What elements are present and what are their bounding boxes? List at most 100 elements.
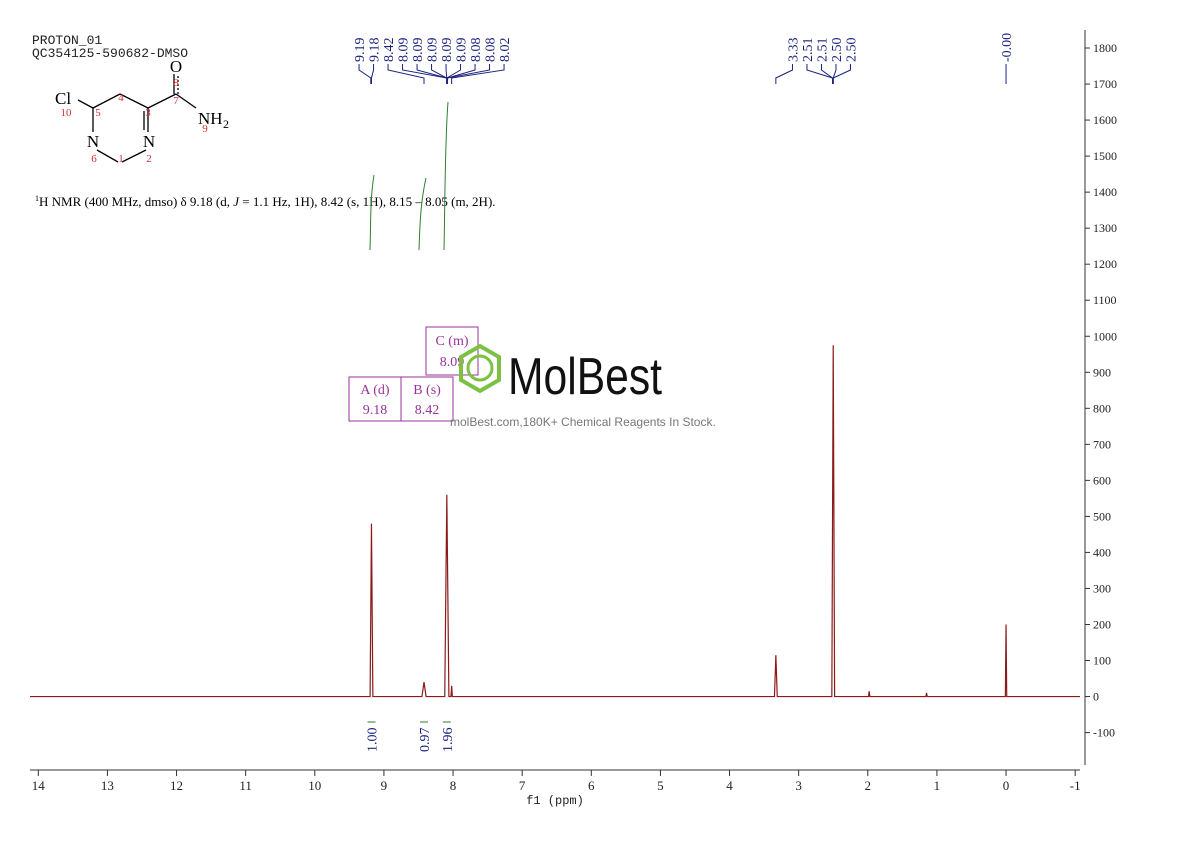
peak-label: 2.51	[801, 38, 816, 63]
x-tick-label: 14	[32, 778, 46, 793]
atom-number: 9	[202, 123, 208, 135]
atom-number: 8	[173, 77, 179, 89]
y-tick-label: 1600	[1093, 113, 1117, 127]
x-axis-label: f1 (ppm)	[526, 794, 584, 808]
integral-curve	[369, 174, 375, 251]
bond	[147, 93, 177, 109]
multiplet-name: B (s)	[413, 383, 441, 398]
multiplet-shift: 8.09	[440, 355, 465, 370]
bond	[77, 99, 94, 109]
y-tick-label: 500	[1093, 509, 1111, 523]
multiplet-name: C (m)	[435, 334, 468, 349]
bond	[175, 93, 197, 109]
y-tick-label: 1300	[1093, 221, 1117, 235]
peak-label: 8.08	[484, 38, 499, 63]
text: H NMR (400 MHz, dmso) δ 9.18 (d,	[39, 194, 233, 209]
peak-label: 8.09	[411, 38, 426, 63]
bond	[96, 149, 119, 163]
y-tick-label: 1200	[1093, 257, 1117, 271]
atom-number: 2	[146, 153, 152, 165]
x-tick-label: -1	[1070, 778, 1081, 793]
atom: NH	[198, 109, 223, 128]
peak-label: 8.42	[382, 38, 397, 63]
integral-label: 1.00	[365, 728, 380, 753]
y-tick-label: 300	[1093, 581, 1111, 595]
atom-number: 4	[118, 92, 124, 104]
bond	[92, 93, 121, 109]
x-tick-label: 13	[101, 778, 114, 793]
y-tick-label: 900	[1093, 365, 1111, 379]
multiplet-box	[348, 376, 402, 422]
bond	[121, 149, 147, 163]
watermark: MolBest molBest.com,180K+ Chemical Reage…	[450, 343, 716, 429]
atom-number: 7	[173, 95, 179, 107]
y-tick-label: 100	[1093, 654, 1111, 668]
y-tick-label: 1800	[1093, 41, 1117, 55]
peak-label: 8.09	[397, 38, 412, 63]
integral-curves	[369, 101, 449, 251]
atom-number: 5	[95, 107, 101, 119]
sample: QC354125-590682-DMSO	[32, 46, 188, 61]
x-tick-label: 1	[934, 778, 941, 793]
atom-number: 3	[145, 107, 151, 119]
description: 1H NMR (400 MHz, dmso) δ 9.18 (d, J = 1.…	[35, 194, 496, 209]
brand: MolBest	[508, 348, 662, 406]
integral-label: 0.97	[418, 728, 433, 753]
atom: N	[143, 132, 155, 151]
multiplet-shift: 9.18	[363, 403, 388, 418]
y-tick-label: 200	[1093, 617, 1111, 631]
superscript: 1	[35, 194, 39, 203]
peak-connector	[387, 64, 425, 84]
tagline: molBest.com,180K+ Chemical Reagents In S…	[450, 415, 716, 429]
peak-label: 3.33	[786, 38, 801, 63]
x-tick-label: 8	[450, 778, 457, 793]
peak-connector	[832, 64, 851, 84]
experiment: PROTON_01	[32, 33, 102, 48]
y-tick-label: 0	[1093, 690, 1099, 704]
peak-label: 8.02	[498, 38, 513, 63]
peak-connector	[820, 64, 834, 84]
x-tick-label: 4	[726, 778, 733, 793]
x-tick-label: 11	[239, 778, 252, 793]
peak-label: 8.08	[469, 38, 484, 63]
atom-number: 10	[61, 107, 73, 119]
atom: 2	[223, 117, 229, 131]
x-tick-label: 0	[1003, 778, 1010, 793]
x-tick-label: 12	[170, 778, 183, 793]
peak-label: 8.09	[426, 38, 441, 63]
peak-label: 9.18	[368, 38, 383, 63]
peak-label: -0.00	[1000, 33, 1015, 62]
y-tick-label: 400	[1093, 545, 1111, 559]
peak-label: 8.09	[455, 38, 470, 63]
logo	[459, 343, 501, 394]
integral-curve	[443, 101, 449, 251]
peak-label: 2.51	[815, 38, 830, 63]
integral-curve	[418, 177, 427, 251]
peak-connector	[451, 64, 505, 84]
peak-connector	[370, 64, 375, 84]
logo	[466, 354, 494, 382]
y-tick-label: 1700	[1093, 77, 1117, 91]
peak-connector	[446, 64, 462, 84]
x-tick-label: 3	[795, 778, 802, 793]
y-tick-label: 700	[1093, 437, 1111, 451]
y-tick-label: 1400	[1093, 185, 1117, 199]
structure	[77, 74, 197, 163]
atom-number: 6	[91, 153, 97, 165]
integral-label: 1.96	[441, 728, 456, 753]
y-tick-label: 1000	[1093, 329, 1117, 343]
y-tick-label: 600	[1093, 473, 1111, 487]
x-tick-label: 5	[657, 778, 664, 793]
multiplet-name: A (d)	[360, 383, 390, 398]
y-tick-label: 800	[1093, 401, 1111, 415]
atom-number: 1	[118, 153, 124, 165]
peak-connector	[358, 64, 372, 84]
x-tick-label: 2	[865, 778, 872, 793]
bond	[119, 93, 149, 109]
text: = 1.1 Hz, 1H), 8.42 (s, 1H), 8.15 – 8.05…	[239, 194, 495, 209]
peak-label: 8.09	[440, 38, 455, 63]
multiplet-boxes	[348, 326, 479, 422]
atom: Cl	[55, 89, 71, 108]
x-tick-label: 6	[588, 778, 595, 793]
